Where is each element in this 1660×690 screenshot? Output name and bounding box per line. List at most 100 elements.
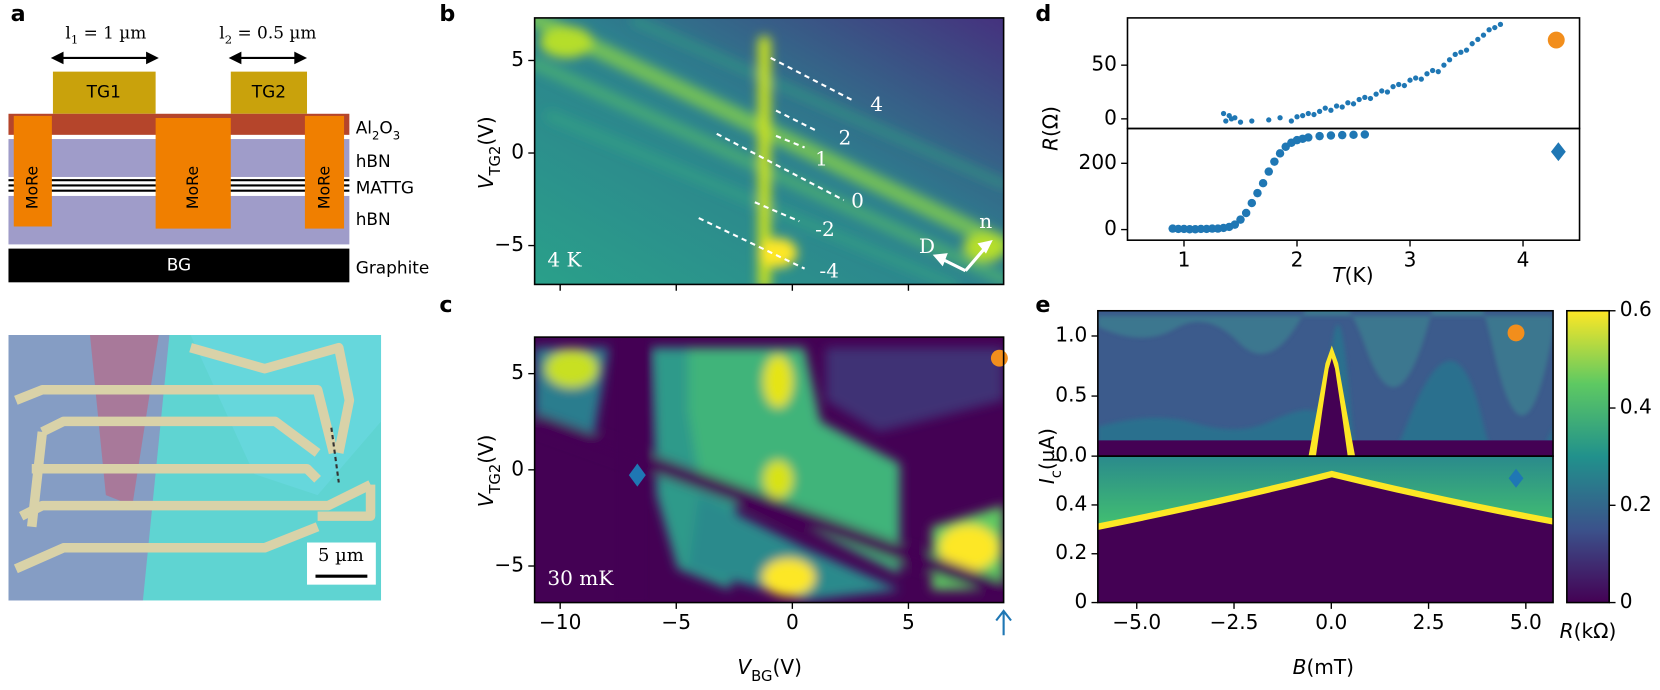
data-point xyxy=(1384,89,1391,95)
y-tick-label: −5 xyxy=(494,553,524,577)
contact xyxy=(155,117,231,229)
x-tick-label: 1 xyxy=(1178,248,1191,272)
data-point xyxy=(1492,24,1498,31)
layer-label: hBN xyxy=(356,151,391,171)
y-tick-label: 5 xyxy=(511,360,524,384)
heatmap-fraunhofer xyxy=(1097,310,1554,603)
device-schematic: a l1 = 1 µm l2 = 0.5 µm TG1 TG2 MoRe MoR… xyxy=(8,1,429,283)
x-tick-label: −2.5 xyxy=(1210,610,1259,634)
data-point xyxy=(1326,131,1336,140)
data-point xyxy=(1480,32,1487,38)
data-point xyxy=(1401,82,1408,89)
data-point xyxy=(1337,130,1347,140)
data-point xyxy=(1424,71,1430,77)
data-point xyxy=(1350,101,1357,107)
data-point xyxy=(1463,47,1470,53)
data-point xyxy=(1452,51,1458,58)
panel-letter: e xyxy=(1035,292,1050,318)
marker-circle xyxy=(1547,31,1565,49)
x-tick-label: 2 xyxy=(1291,248,1304,272)
colorbar-tick-label: 0.2 xyxy=(1620,492,1652,516)
label-subscript: BG xyxy=(751,667,772,684)
l1-label: l1 = 1 µm xyxy=(65,22,146,46)
data-point xyxy=(1237,119,1244,125)
layer-label: Al2O3 xyxy=(356,118,400,142)
colorbar-tick-label: 0.4 xyxy=(1620,395,1652,419)
axes-frame xyxy=(1126,127,1581,241)
colorbar-frame xyxy=(1566,309,1610,604)
y-tick-label: 0 xyxy=(1074,589,1087,613)
layer-label: hBN xyxy=(356,209,391,229)
marker-circle xyxy=(1507,324,1525,342)
temperature-label: 30 mK xyxy=(547,566,614,590)
data-point xyxy=(1316,108,1323,114)
layer-label: MATTG xyxy=(356,178,414,198)
label-symbol: V xyxy=(737,654,752,678)
panel-letter: d xyxy=(1035,1,1051,27)
data-point xyxy=(1379,88,1385,94)
data-point xyxy=(1413,75,1419,81)
contact-label: MoRe xyxy=(183,166,202,209)
data-point xyxy=(1486,27,1492,33)
contact xyxy=(304,115,345,229)
y-axis-label: Ic(µA) xyxy=(1035,428,1065,484)
data-point xyxy=(1349,130,1358,140)
gate-label: TG1 xyxy=(86,82,121,102)
data-point xyxy=(1446,57,1453,63)
label-unit: (V) xyxy=(473,116,497,145)
colorbar-label: R(kΩ) xyxy=(1560,619,1617,643)
label-unit: (µA) xyxy=(1035,428,1059,470)
x-tick-label: 4 xyxy=(1517,248,1530,272)
y-tick-label: 0 xyxy=(1104,216,1117,240)
data-point xyxy=(1390,84,1396,90)
scale-bar-label: 5 µm xyxy=(318,545,364,566)
data-point xyxy=(1275,149,1285,158)
y-tick-label: 1.0 xyxy=(1055,323,1087,347)
panel-letter: b xyxy=(439,1,455,27)
y-tick-label: 5 xyxy=(511,47,524,71)
data-point xyxy=(1469,41,1475,47)
label-unit: (K) xyxy=(1345,263,1374,287)
data-point xyxy=(1311,111,1317,118)
label-symbol: V xyxy=(473,492,497,507)
marker-circle xyxy=(990,349,1008,367)
data-point xyxy=(1232,115,1238,121)
data-point xyxy=(1264,167,1273,176)
l2-label: l2 = 0.5 µm xyxy=(219,22,316,46)
data-point xyxy=(1223,118,1229,124)
x-axis-label: T(K) xyxy=(1332,263,1373,287)
label-unit: (V) xyxy=(473,435,497,464)
arrow-label: n xyxy=(979,209,992,233)
data-point xyxy=(1294,114,1300,120)
x-axis-label: B(mT) xyxy=(1293,654,1354,678)
x-tick-label: 3 xyxy=(1404,248,1417,272)
panel-letter: a xyxy=(11,1,26,27)
x-axis-label: VBG(V) xyxy=(737,654,802,684)
y-tick-label: −5 xyxy=(494,232,524,256)
label-symbol: V xyxy=(473,174,497,189)
label-unit: (mT) xyxy=(1306,654,1354,678)
label-symbol: I xyxy=(1035,478,1059,484)
data-point xyxy=(1322,105,1328,111)
label-symbol: T xyxy=(1332,263,1346,287)
gate-label: TG2 xyxy=(251,82,286,102)
data-point xyxy=(1220,110,1227,117)
top-gate xyxy=(52,71,156,114)
filling-label: 1 xyxy=(815,147,828,171)
label-unit: (kΩ) xyxy=(1574,619,1617,643)
data-point xyxy=(1367,95,1374,102)
data-point xyxy=(1458,49,1464,55)
heatmap-30mK xyxy=(534,337,1004,603)
l1-arrowheads xyxy=(50,51,159,65)
back-gate xyxy=(8,248,350,283)
data-point xyxy=(1304,133,1313,142)
x-tick-label: 0 xyxy=(786,610,799,634)
y-tick-label: 0 xyxy=(1104,105,1117,129)
filling-label: 0 xyxy=(851,189,864,213)
data-point xyxy=(1345,100,1351,106)
label-unit: (V) xyxy=(772,654,801,678)
data-point xyxy=(1362,94,1368,101)
label-subscript: TG2 xyxy=(486,146,503,177)
colorbar xyxy=(1566,310,1610,603)
